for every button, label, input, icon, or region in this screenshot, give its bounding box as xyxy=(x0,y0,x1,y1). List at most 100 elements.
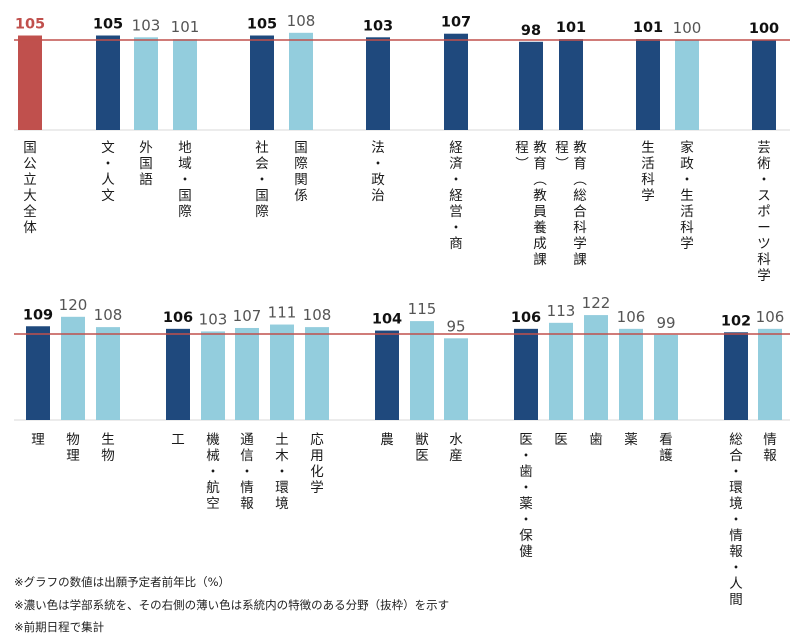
category-label-0-0-0-3: 大 xyxy=(23,188,37,204)
value-label-1-9: 115 xyxy=(408,300,437,318)
bar-1-6 xyxy=(270,324,294,420)
category-label-1-3-0-0: 工 xyxy=(171,432,185,448)
category-label-0-12-0-4: ポ xyxy=(757,204,771,220)
category-label-1-11-0-2: 歯 xyxy=(519,464,533,480)
category-label-1-11-0-1: ・ xyxy=(519,448,533,464)
category-label-0-8-0-4: 員 xyxy=(533,204,547,220)
value-label-1-2: 108 xyxy=(94,306,123,324)
category-label-0-9-0-4: 合 xyxy=(573,204,587,220)
value-label-0-4: 105 xyxy=(247,17,277,33)
category-label-1-6-0-0: 土 xyxy=(275,432,289,448)
category-label-0-1-0-1: ・ xyxy=(101,156,115,172)
value-label-0-1: 105 xyxy=(93,17,123,33)
category-label-1-17-0-0: 情 xyxy=(763,432,777,448)
category-label-1-5-0-1: 信 xyxy=(240,448,254,464)
category-label-0-11-0-4: 活 xyxy=(680,204,694,220)
value-label-0-11: 100 xyxy=(673,19,702,37)
category-label-1-16-0-10: 間 xyxy=(729,592,743,608)
category-label-0-10-0-2: 科 xyxy=(641,172,655,188)
category-label-0-0-0-0: 国 xyxy=(23,140,37,156)
category-label-0-12-0-6: ツ xyxy=(757,236,771,252)
category-label-1-16-0-4: 境 xyxy=(729,496,743,512)
category-label-1-4-0-1: 械 xyxy=(206,448,220,464)
category-label-0-12-0-3: ス xyxy=(757,188,771,204)
category-label-1-4-0-2: ・ xyxy=(206,464,220,480)
value-label-1-3: 106 xyxy=(163,310,193,326)
category-label-0-12-0-0: 芸 xyxy=(757,140,771,156)
category-label-1-15-0-1: 護 xyxy=(659,448,673,464)
category-label-0-4-0-2: ・ xyxy=(255,172,269,188)
value-label-1-15: 99 xyxy=(656,314,675,332)
bar-0-7 xyxy=(444,33,468,131)
category-label-1-11-0-3: ・ xyxy=(519,480,533,496)
bar-1-2 xyxy=(96,327,120,420)
category-label-1-1-0-1: 理 xyxy=(66,448,80,464)
bar-0-3 xyxy=(173,39,197,130)
value-label-1-4: 103 xyxy=(199,310,228,328)
bar-1-9 xyxy=(410,321,434,420)
value-label-1-5: 107 xyxy=(233,307,262,325)
category-label-1-9-0-0: 獣 xyxy=(415,432,429,448)
footnote-3: ※前期日程で集計 xyxy=(14,620,105,634)
category-label-0-9-0-7: 課 xyxy=(573,252,587,268)
category-label-0-1-0-0: 文 xyxy=(101,140,115,156)
bar-1-0 xyxy=(26,326,50,420)
value-label-1-16: 102 xyxy=(721,313,751,329)
category-label-1-8-0-0: 農 xyxy=(380,432,394,448)
bar-1-7 xyxy=(305,327,329,420)
bar-0-11 xyxy=(675,40,699,130)
category-label-1-4-0-3: 航 xyxy=(206,480,220,496)
category-label-0-4-0-1: 会 xyxy=(255,156,269,172)
category-label-1-4-0-4: 空 xyxy=(206,496,220,512)
bar-1-1 xyxy=(61,316,85,420)
bar-0-8 xyxy=(519,41,543,130)
bar-1-10 xyxy=(444,338,468,420)
category-label-0-11-0-6: 学 xyxy=(680,236,694,252)
category-label-1-16-0-5: ・ xyxy=(729,512,743,528)
category-label-0-12-0-8: 学 xyxy=(757,268,771,284)
category-label-0-11-0-3: 生 xyxy=(680,188,694,204)
category-label-0-8-1-1: ） xyxy=(513,156,529,170)
value-label-0-12: 100 xyxy=(749,21,779,37)
category-label-1-16-0-8: ・ xyxy=(729,560,743,576)
value-label-1-8: 104 xyxy=(372,312,402,328)
category-label-1-15-0-0: 看 xyxy=(659,432,673,448)
bar-1-17 xyxy=(758,328,782,420)
category-label-0-3-0-3: 国 xyxy=(178,188,192,204)
category-label-0-8-0-6: 成 xyxy=(533,236,547,252)
category-label-0-6-0-1: ・ xyxy=(371,156,385,172)
category-label-0-11-0-0: 家 xyxy=(680,139,694,156)
category-label-1-0-0-0: 理 xyxy=(31,432,45,448)
value-label-0-10: 101 xyxy=(633,20,663,36)
category-label-0-8-0-2: （ xyxy=(531,172,547,186)
footnote-2: ※濃い色は学部系統を、その右側の薄い色は系統内の特徴のある分野（抜枠）を示す xyxy=(14,598,450,612)
bar-0-6 xyxy=(366,37,390,130)
category-label-0-3-0-4: 際 xyxy=(178,204,192,220)
value-label-1-14: 106 xyxy=(617,308,646,326)
value-label-0-6: 103 xyxy=(363,18,393,34)
category-label-0-8-1-0: 程 xyxy=(515,140,529,156)
value-label-0-3: 101 xyxy=(171,18,200,36)
category-label-0-9-0-6: 学 xyxy=(573,236,587,252)
value-label-0-5: 108 xyxy=(287,12,316,30)
category-label-0-8-0-1: 育 xyxy=(533,156,547,172)
category-label-0-4-0-4: 際 xyxy=(255,204,269,220)
category-label-0-9-1-0: 程 xyxy=(555,140,569,156)
category-label-1-16-0-9: 人 xyxy=(729,576,743,592)
bar-1-12 xyxy=(549,322,573,420)
category-label-0-5-0-3: 係 xyxy=(294,188,308,204)
bar-1-8 xyxy=(375,330,399,420)
category-label-0-8-0-5: 養 xyxy=(533,219,547,236)
value-label-0-0: 105 xyxy=(15,17,45,33)
category-label-1-11-0-0: 医 xyxy=(519,432,533,448)
bar-1-3 xyxy=(166,328,190,420)
bar-1-15 xyxy=(654,334,678,420)
category-label-0-7-0-4: 営 xyxy=(449,204,463,220)
category-label-1-14-0-0: 薬 xyxy=(624,432,638,448)
category-label-0-12-0-2: ・ xyxy=(757,172,771,188)
category-label-0-8-0-0: 教 xyxy=(533,140,547,156)
category-label-0-3-0-1: 域 xyxy=(178,156,192,172)
value-label-1-10: 95 xyxy=(446,317,465,335)
category-label-1-16-0-6: 情 xyxy=(729,528,743,544)
